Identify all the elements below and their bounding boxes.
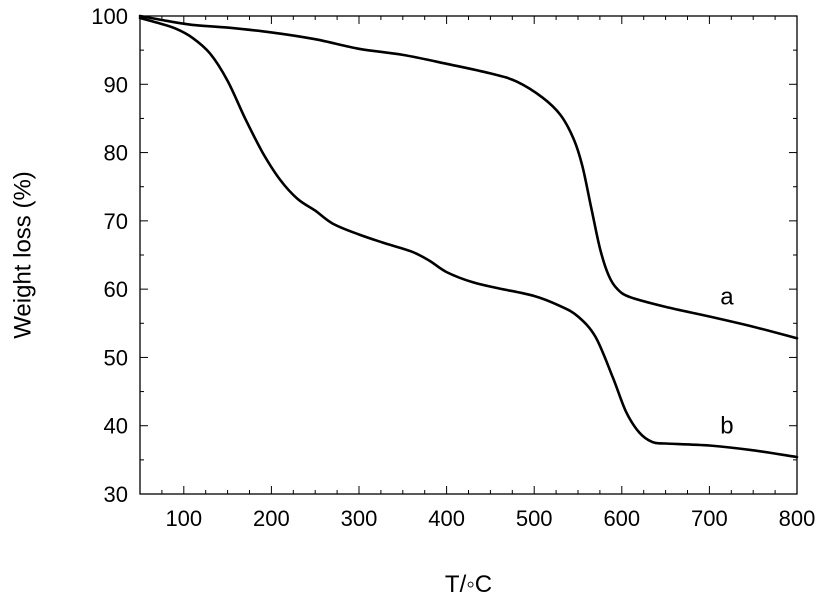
y-tick-label: 90	[104, 72, 128, 97]
series-label-b: b	[720, 413, 733, 440]
y-tick-label: 70	[104, 209, 128, 234]
series-label-a: a	[720, 283, 734, 310]
y-tick-label: 30	[104, 482, 128, 507]
y-tick-label: 60	[104, 277, 128, 302]
x-tick-label: 300	[341, 506, 378, 531]
x-tick-label: 200	[253, 506, 290, 531]
x-tick-label: 500	[516, 506, 553, 531]
x-tick-label: 600	[603, 506, 640, 531]
plot-frame	[139, 15, 798, 495]
y-tick-label: 80	[104, 141, 128, 166]
x-tick-label: 100	[165, 506, 202, 531]
series-line-a	[138, 14, 799, 340]
y-axis-title: Weight loss (%)	[9, 171, 36, 339]
x-axis-title: T/◦C	[445, 571, 492, 598]
y-tick-label: 50	[104, 345, 128, 370]
x-tick-label: 400	[428, 506, 465, 531]
x-tick-label: 700	[691, 506, 728, 531]
x-tick-label: 800	[779, 506, 816, 531]
series-line-b	[138, 16, 799, 459]
y-tick-label: 40	[104, 414, 128, 439]
y-tick-label: 100	[91, 4, 128, 29]
